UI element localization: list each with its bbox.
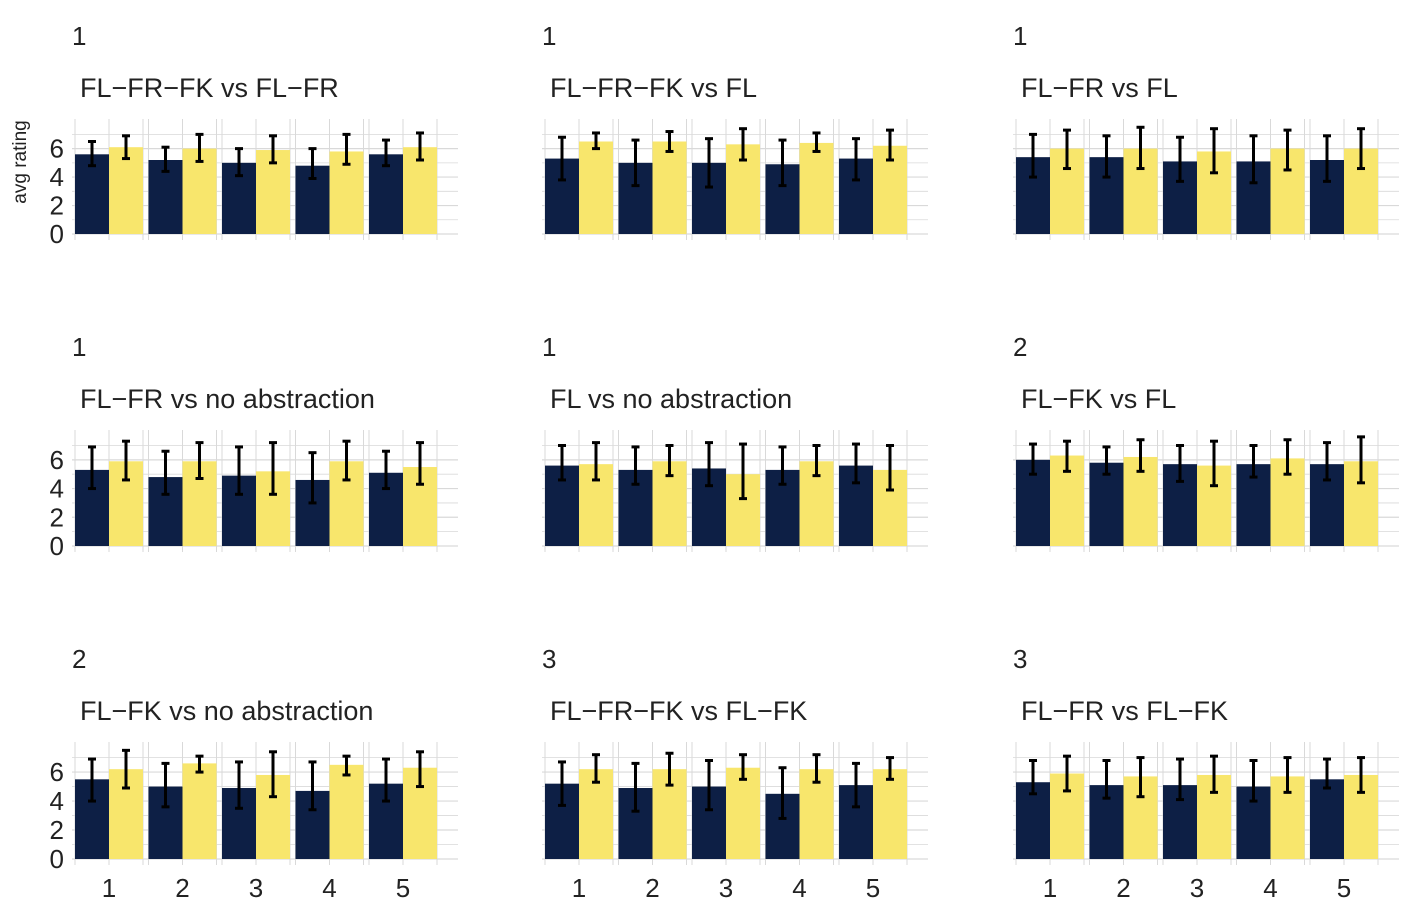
panel-bars: [75, 748, 437, 859]
y-tick-label: 2: [50, 191, 64, 221]
panel-bars: [1016, 435, 1378, 546]
panel-bars: [545, 127, 907, 234]
panel-bars: [75, 439, 437, 546]
panel-9: 3 FL−FR vs FL−FK 1 2 3 4 5: [1013, 644, 1399, 903]
x-tick-label: 3: [719, 873, 733, 903]
panel-title: FL−FK vs FL: [1021, 384, 1176, 414]
bar-series-1-cat-2: [1089, 462, 1124, 546]
bar-series-1-cat-1: [75, 154, 109, 234]
bar-series-2-cat-2: [652, 141, 687, 234]
bar-series-2-cat-5: [403, 147, 437, 234]
panel-bars: [1016, 125, 1378, 234]
y-tick-label: 4: [50, 786, 64, 816]
y-tick-label: 0: [50, 219, 64, 249]
panel-tag: 1: [72, 21, 86, 51]
panel-8: 3 FL−FR−FK vs FL−FK 1 2 3 4 5: [542, 644, 928, 903]
panel-5: 1 FL vs no abstraction: [542, 332, 928, 552]
bar-series-2-cat-4: [329, 764, 364, 859]
panel-tag: 3: [1013, 644, 1027, 674]
panel-title: FL−FR−FK vs FL: [550, 73, 757, 103]
bar-series-2-cat-3: [726, 767, 760, 859]
panel-title: FL−FR−FK vs FL−FK: [550, 696, 807, 726]
y-tick-label: 6: [50, 757, 64, 787]
x-tick-label: 4: [322, 873, 336, 903]
panel-title: FL−FR vs FL: [1021, 73, 1178, 103]
bar-series-2-cat-5: [873, 769, 907, 859]
x-tick-label: 1: [102, 873, 116, 903]
panel-tag: 1: [542, 21, 556, 51]
y-tick-label: 4: [50, 162, 64, 192]
panel-title: FL−FR−FK vs FL−FR: [80, 73, 339, 103]
panel-bars: [1016, 754, 1378, 859]
bar-series-1-cat-5: [1310, 779, 1344, 859]
y-tick-label: 4: [50, 474, 64, 504]
bar-series-2-cat-1: [109, 147, 143, 234]
x-tick-label: 1: [1043, 873, 1057, 903]
panel-2: 1 FL−FR−FK vs FL: [542, 21, 928, 240]
y-axis-label: avg rating: [10, 120, 31, 203]
x-tick-label: 5: [396, 873, 410, 903]
bar-series-2-cat-1: [579, 769, 613, 859]
panel-3: 1 FL−FR vs FL: [1013, 21, 1399, 240]
panel-tag: 3: [542, 644, 556, 674]
y-tick-label: 0: [50, 844, 64, 874]
panel-title: FL−FK vs no abstraction: [80, 696, 373, 726]
bar-series-2-cat-4: [799, 769, 834, 859]
panel-title: FL vs no abstraction: [550, 384, 792, 414]
y-tick-label: 6: [50, 134, 64, 164]
panel-tag: 1: [1013, 21, 1027, 51]
x-tick-label: 1: [572, 873, 586, 903]
panel-title: FL−FR vs FL−FK: [1021, 696, 1228, 726]
bar-series-1-cat-5: [369, 154, 403, 234]
x-tick-label: 3: [1190, 873, 1204, 903]
y-tick-label: 0: [50, 531, 64, 561]
panel-tag: 1: [72, 332, 86, 362]
x-tick-label: 4: [1263, 873, 1277, 903]
x-tick-label: 4: [792, 873, 806, 903]
x-tick-label: 5: [866, 873, 880, 903]
y-tick-label: 6: [50, 445, 64, 475]
panel-title: FL−FR vs no abstraction: [80, 384, 375, 414]
x-tick-label: 2: [1116, 873, 1130, 903]
x-tick-label: 5: [1337, 873, 1351, 903]
panel-bars: [545, 441, 907, 546]
x-tick-label: 2: [175, 873, 189, 903]
y-tick-label: 2: [50, 815, 64, 845]
bar-series-2-cat-1: [579, 141, 613, 234]
panel-tag: 2: [72, 644, 86, 674]
bar-series-2-cat-4: [799, 142, 834, 234]
bar-series-2-cat-2: [182, 763, 217, 859]
x-tick-label: 3: [249, 873, 263, 903]
panel-6: 2 FL−FK vs FL: [1013, 332, 1399, 552]
panel-bars: [75, 131, 437, 234]
panel-bars: [545, 751, 907, 859]
x-tick-label: 2: [645, 873, 659, 903]
panel-tag: 2: [1013, 332, 1027, 362]
panel-tag: 1: [542, 332, 556, 362]
y-tick-label: 2: [50, 502, 64, 532]
